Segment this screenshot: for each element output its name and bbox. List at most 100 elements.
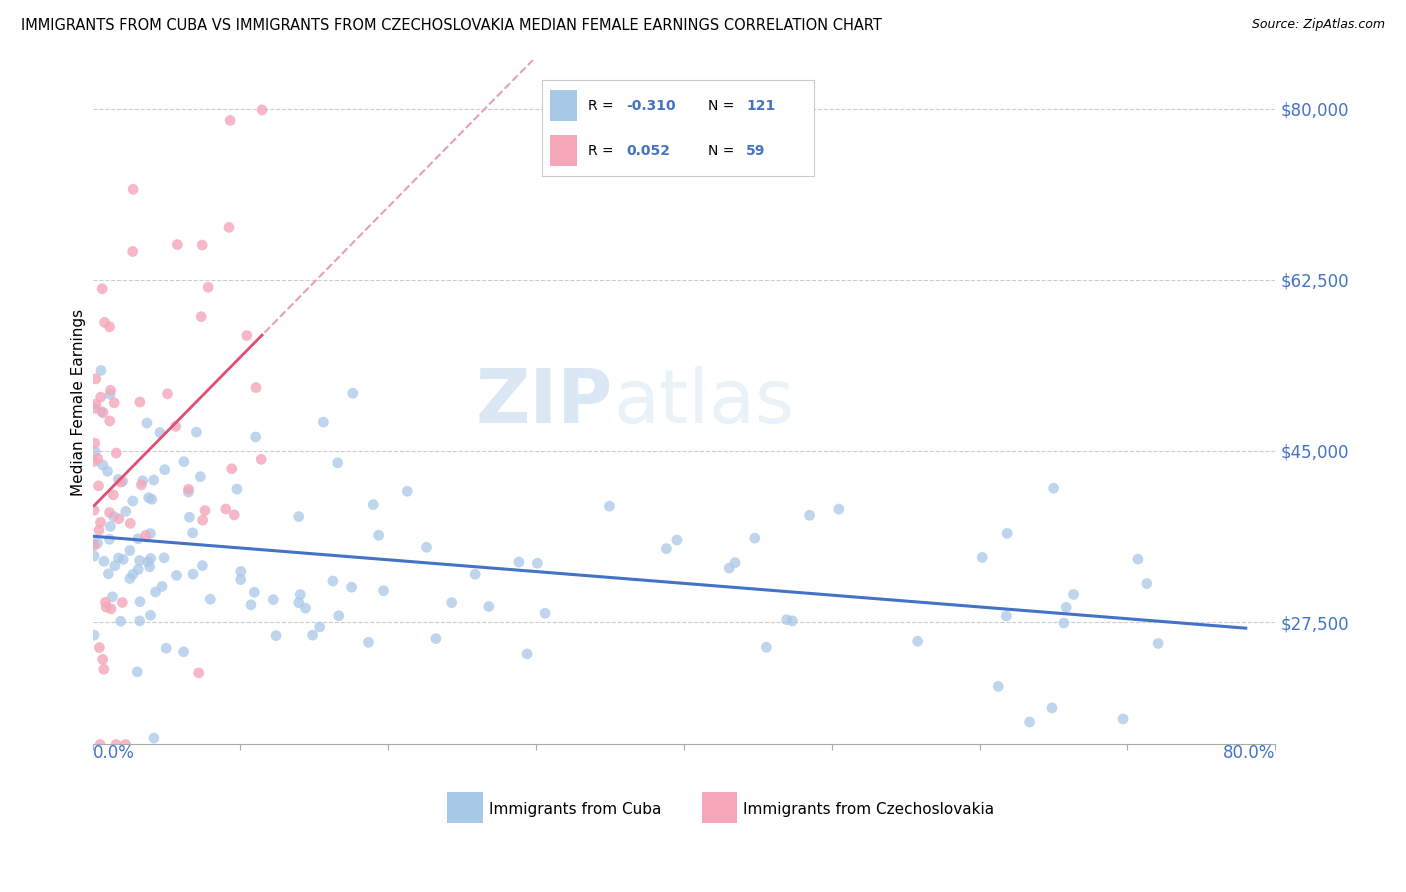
Point [87,451,110,466]
Point [229,573,252,587]
Point [995,526,1018,541]
Point [139,526,162,541]
Point [153,550,176,565]
Point [105,738,128,752]
Point [166,237,188,252]
Point [90,363,112,377]
Point [166,568,188,582]
Point [105,446,128,460]
Point [121,244,143,259]
Point [245,381,267,395]
Point [84,444,107,458]
Point [111,595,134,609]
Point [139,608,162,623]
Point [142,473,165,487]
Point [396,484,419,499]
Point [361,498,384,512]
Point [83,454,105,468]
Point [780,614,803,628]
Point [215,502,238,516]
Point [190,469,212,483]
Point [250,103,273,117]
Point [243,585,266,599]
Point [1040,701,1063,715]
Point [103,488,125,502]
Point [141,492,163,507]
Point [96,464,118,478]
Point [91,652,114,666]
Point [83,539,105,553]
Point [301,628,323,642]
Point [120,516,142,531]
Point [308,620,330,634]
Point [110,475,132,490]
Point [165,419,187,434]
Point [139,551,162,566]
Point [425,632,447,646]
Point [342,386,364,401]
Point [744,531,766,545]
Point [153,463,176,477]
Point [181,525,204,540]
Point [464,567,486,582]
Point [1136,576,1159,591]
Point [155,641,177,656]
Text: Immigrants from Cuba: Immigrants from Cuba [489,802,661,817]
Point [138,559,160,574]
Point [100,602,122,616]
Point [114,504,136,518]
Text: Immigrants from Czechoslovakia: Immigrants from Czechoslovakia [744,802,994,817]
Point [173,645,195,659]
Point [200,592,222,607]
Point [225,482,247,496]
Point [191,238,214,252]
Point [118,572,141,586]
Point [128,614,150,628]
Point [127,562,149,576]
Point [516,647,538,661]
Point [93,554,115,568]
Point [907,634,929,648]
Point [1112,712,1135,726]
Point [89,516,111,530]
Point [775,613,797,627]
Point [340,580,363,594]
Point [145,585,167,599]
Point [718,561,741,575]
Point [264,629,287,643]
Point [83,503,105,517]
Point [239,598,262,612]
Text: 80.0%: 80.0% [1223,745,1275,763]
Point [250,452,273,467]
Point [1147,636,1170,650]
Point [89,738,111,752]
Point [598,499,620,513]
Point [828,502,851,516]
Point [357,635,380,649]
Point [131,478,153,492]
Point [219,113,242,128]
Point [98,506,121,520]
Point [97,566,120,581]
Point [197,280,219,294]
Point [177,482,200,496]
Point [136,416,159,430]
Point [122,182,145,196]
Point [373,583,395,598]
Point [83,401,105,416]
Point [415,541,437,555]
Point [326,456,349,470]
Point [294,601,316,615]
Point [127,532,149,546]
Point [1053,615,1076,630]
Y-axis label: Median Female Earnings: Median Female Earnings [72,309,86,496]
Point [83,549,105,563]
Point [84,397,107,411]
Point [128,553,150,567]
Point [187,665,209,680]
Point [100,384,122,398]
Point [111,474,134,488]
Bar [702,792,737,823]
Point [114,738,136,752]
Text: 0.0%: 0.0% [93,745,135,763]
